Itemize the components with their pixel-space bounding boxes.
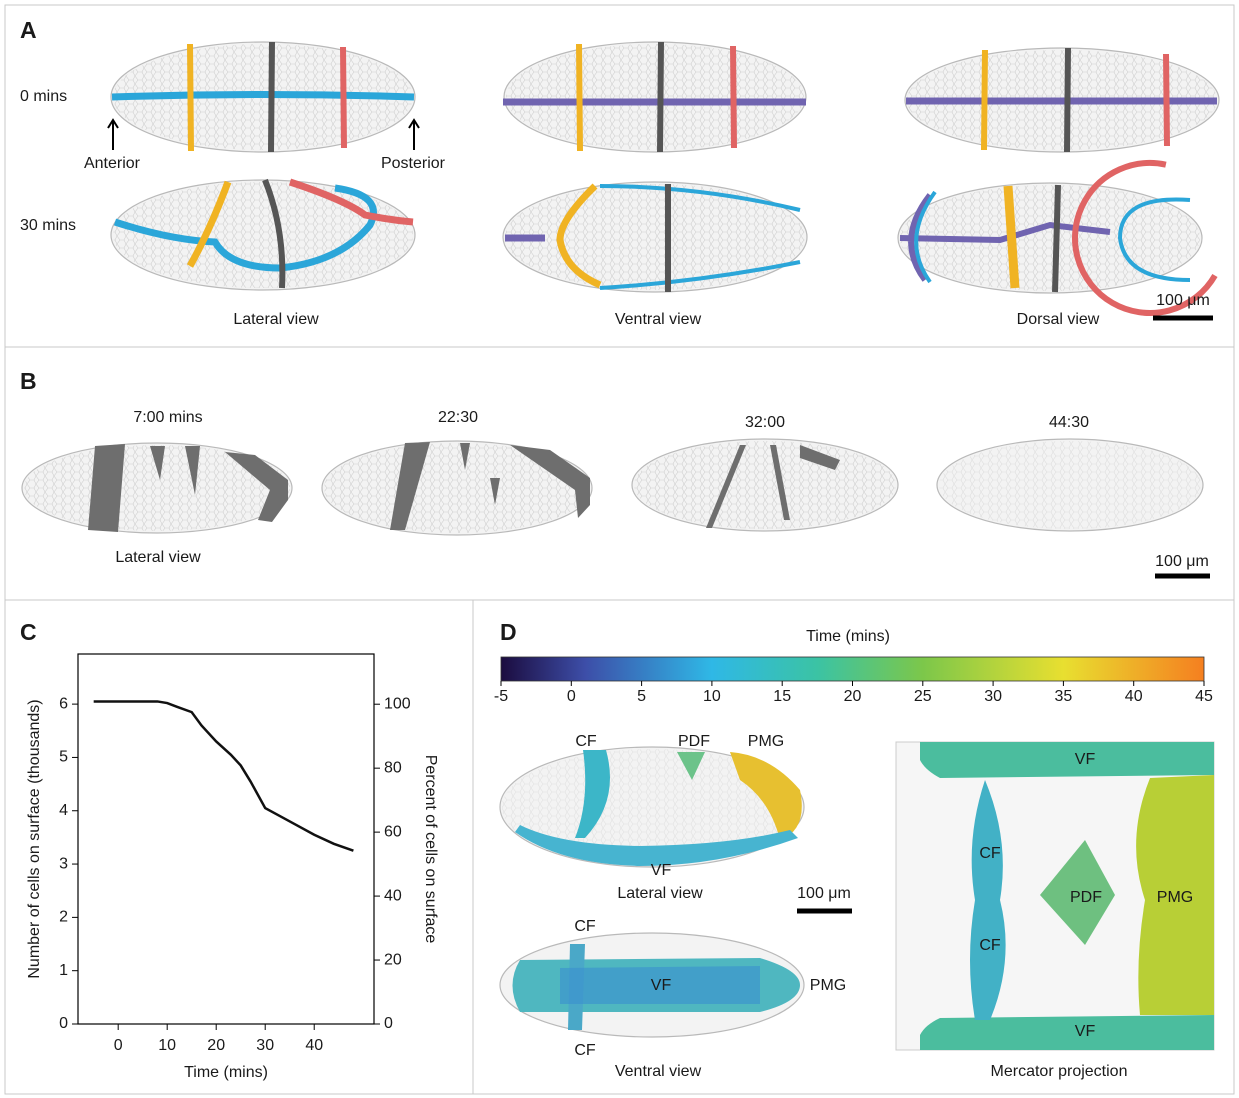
embryo-b4	[937, 439, 1203, 531]
arrow	[409, 120, 419, 150]
axis-label: Anterior	[84, 155, 141, 172]
y-tick-label: 1	[59, 962, 68, 979]
region-label: CF	[979, 937, 1001, 954]
y2-tick-label: 40	[384, 887, 402, 904]
panel-frame	[5, 600, 473, 1094]
embryo-lateral-0	[111, 42, 415, 152]
colorbar-tick-label: 40	[1125, 688, 1143, 705]
region-label: PMG	[810, 977, 846, 994]
y-tick-label: 0	[59, 1015, 68, 1032]
region-label: CF	[575, 733, 597, 750]
y2-tick-label: 60	[384, 823, 402, 840]
y-tick-label: 4	[59, 802, 68, 819]
colorbar	[501, 657, 1204, 681]
time-label: 32:00	[745, 414, 785, 431]
panel-letter: D	[500, 619, 517, 645]
embryo-b3	[632, 439, 898, 531]
embryo-lateral-30	[111, 180, 415, 290]
view-label: Lateral view	[115, 549, 201, 566]
plot-frame	[78, 654, 374, 1024]
region-label: PDF	[678, 733, 710, 750]
time-label: 44:30	[1049, 414, 1089, 431]
colorbar-tick-label: -5	[494, 688, 508, 705]
view-label: Lateral view	[617, 885, 703, 902]
y2-tick-label: 80	[384, 759, 402, 776]
view-label: Ventral view	[615, 1063, 702, 1080]
panel-letter: A	[20, 17, 37, 43]
y2-axis-label: Percent of cells on surface	[422, 755, 439, 944]
embryo-d-lateral	[500, 747, 804, 867]
y2-tick-label: 100	[384, 695, 411, 712]
y-tick-label: 6	[59, 695, 68, 712]
region-label: PMG	[748, 733, 784, 750]
region-label: PMG	[1157, 889, 1193, 906]
colorbar-tick-label: 30	[984, 688, 1002, 705]
panel-letter: B	[20, 368, 37, 394]
region-label: VF	[1075, 751, 1096, 768]
embryo-b2	[322, 441, 592, 535]
region-label: CF	[574, 1042, 596, 1059]
x-tick-label: 10	[158, 1037, 176, 1054]
colorbar-tick-label: 45	[1195, 688, 1213, 705]
y-tick-label: 2	[59, 909, 68, 926]
time-label: 7:00 mins	[133, 409, 202, 426]
scale-label: 100 μm	[1155, 553, 1209, 570]
region-label: VF	[651, 977, 672, 994]
y2-tick-label: 20	[384, 951, 402, 968]
axis-label: Posterior	[381, 155, 446, 172]
x-tick-label: 30	[256, 1037, 274, 1054]
colorbar-tick-label: 5	[637, 688, 646, 705]
colorbar-tick-label: 15	[773, 688, 791, 705]
embryo-b1	[22, 443, 292, 533]
y2-tick-label: 0	[384, 1015, 393, 1032]
row-label: 0 mins	[20, 88, 67, 105]
y-axis-label: Number of cells on surface (thousands)	[26, 699, 43, 978]
view-label: Ventral view	[615, 311, 702, 328]
data-line	[94, 701, 354, 850]
colorbar-tick-label: 20	[844, 688, 862, 705]
colorbar-label: Time (mins)	[806, 628, 890, 645]
y-tick-label: 3	[59, 855, 68, 872]
region-label: CF	[979, 845, 1001, 862]
colorbar-tick-label: 10	[703, 688, 721, 705]
colorbar-tick-label: 25	[914, 688, 932, 705]
region-label: VF	[1075, 1023, 1096, 1040]
view-label: Dorsal view	[1017, 311, 1100, 328]
embryo-ventral-0	[503, 42, 806, 152]
region-label: VF	[651, 862, 672, 879]
view-label: Mercator projection	[991, 1063, 1128, 1080]
x-tick-label: 40	[305, 1037, 323, 1054]
arrow	[108, 120, 118, 150]
embryo-ventral-30	[503, 182, 807, 292]
colorbar-tick-label: 0	[567, 688, 576, 705]
embryo-dorsal-0	[905, 48, 1219, 152]
figure: A 0 mins 30 mins Anterior Posterior Late…	[0, 0, 1239, 1098]
region-label: CF	[574, 918, 596, 935]
x-tick-label: 0	[114, 1037, 123, 1054]
colorbar-axis: -5 0 5 10 15 20 25 30 35 40 45	[494, 681, 1213, 705]
scale-label: 100 μm	[1156, 292, 1210, 309]
colorbar-tick-label: 35	[1055, 688, 1073, 705]
y-tick-label: 5	[59, 749, 68, 766]
scale-label: 100 μm	[797, 885, 851, 902]
x-axis-label: Time (mins)	[184, 1064, 268, 1081]
x-tick-label: 20	[207, 1037, 225, 1054]
embryo-dorsal-30	[898, 136, 1239, 341]
panel-letter: C	[20, 619, 37, 645]
view-label: Lateral view	[233, 311, 319, 328]
time-label: 22:30	[438, 409, 478, 426]
region-label: PDF	[1070, 889, 1102, 906]
row-label: 30 mins	[20, 217, 76, 234]
